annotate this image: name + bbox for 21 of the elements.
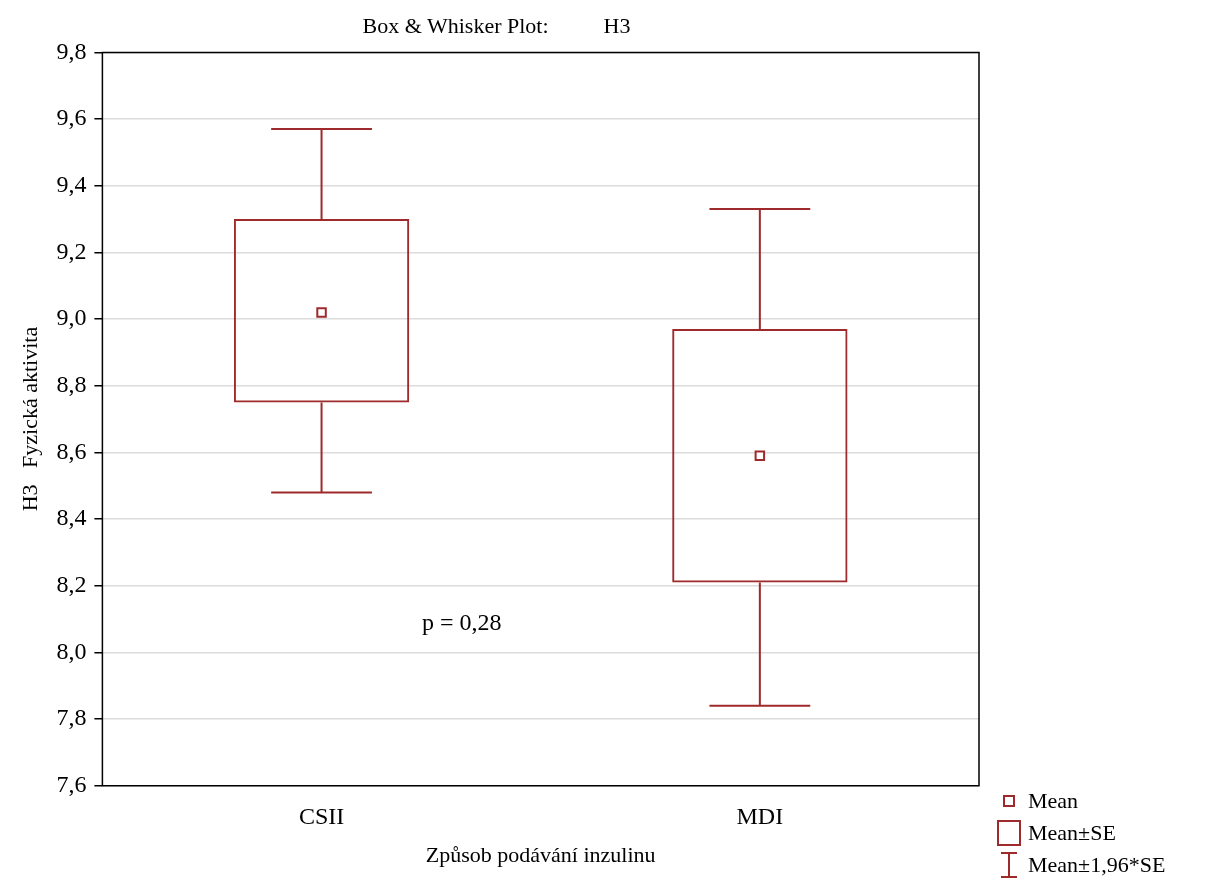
- text: Mean: [1028, 788, 1079, 814]
- y-tick-label: 8,4: [56, 504, 87, 531]
- x-axis-title: Způsob podávání inzulinu: [425, 841, 656, 867]
- y-tick-label: 8,8: [56, 371, 87, 398]
- y-axis-title: H3 Fyzická aktivita: [16, 326, 42, 512]
- y-tick-label: 7,6: [56, 771, 87, 798]
- y-tick-label: 7,8: [56, 704, 87, 731]
- y-tick-label: 9,6: [56, 104, 87, 131]
- y-tick-label: 9,8: [56, 37, 87, 64]
- y-tick-label: 8,2: [56, 571, 87, 598]
- y-tick-label: 8,0: [56, 637, 87, 664]
- chart-title: Box & Whisker Plot: H3: [362, 12, 631, 38]
- y-tick-label: 9,2: [56, 237, 87, 264]
- y-tick-label: 9,4: [56, 171, 87, 198]
- annotation: p = 0,28: [422, 609, 502, 636]
- x-tick-label: CSII: [298, 803, 345, 830]
- text: Mean±1,96*SE: [1028, 852, 1166, 878]
- text: Mean±SE: [1028, 820, 1116, 846]
- x-tick-label: MDI: [736, 803, 784, 830]
- y-tick-label: 8,6: [56, 437, 87, 464]
- y-tick-label: 9,0: [56, 304, 87, 331]
